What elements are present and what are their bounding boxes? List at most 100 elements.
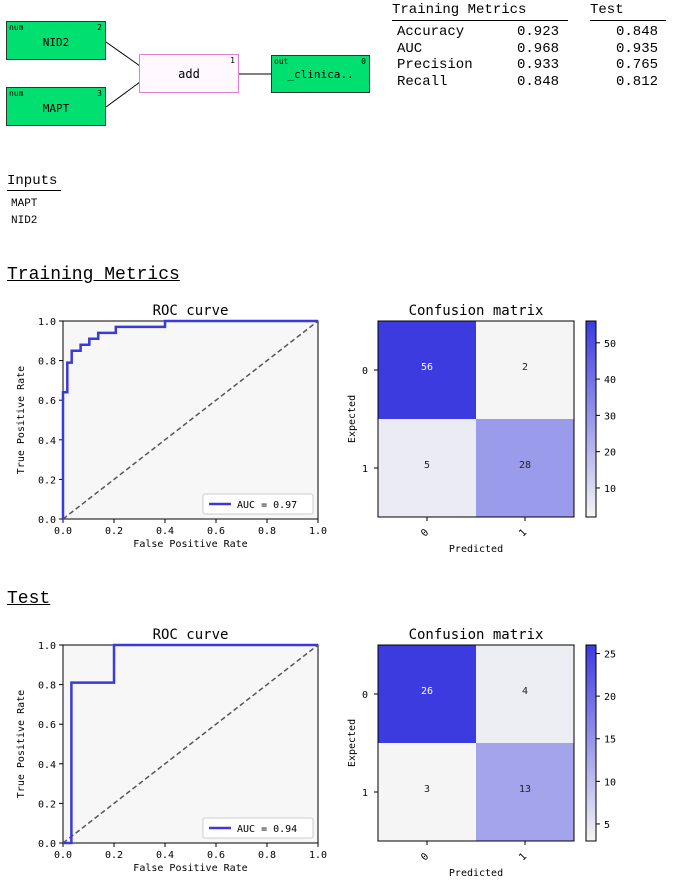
matrix-cell [378,321,476,419]
legend-box [202,817,314,839]
metric-test: 0.812 [616,74,659,90]
y-tick-label: 0.6 [38,720,56,731]
colorbar [585,644,597,842]
legend-box [202,493,314,515]
y-tick-label: 1.0 [38,641,56,652]
chart-title: Confusion matrix [409,303,544,319]
confusion-matrix-test: Confusion matrix 26 4 3 13 0 0 1 1 Predicted Expec… [347,627,616,879]
cell-value: 56 [421,362,433,373]
output-node[interactable]: out 0 _clinica.. [271,55,370,93]
header-rule [590,20,666,21]
y-tick-label: 0.8 [38,357,56,368]
y-axis-label: True Positive Rate [16,366,27,474]
cell-value: 4 [522,686,528,697]
node-type: num [9,89,24,98]
x-tick-label: 0.8 [258,850,276,861]
node-index: 2 [97,23,102,32]
chart-title: ROC curve [153,627,229,643]
colorbar-tick-label: 50 [604,339,616,350]
x-tick-label: 0.0 [54,850,72,861]
metric-train: 0.933 [517,57,560,73]
metric-train: 0.923 [517,24,560,40]
node-index: 1 [230,56,235,65]
inputs-rule [7,190,61,191]
op-node-add[interactable]: 1 add [139,54,239,93]
node-index: 0 [361,57,366,66]
colorbar-tick-label: 40 [604,375,616,386]
cell-value: 3 [424,784,430,795]
y-tick-label: 0.2 [38,475,56,486]
colorbar-tick-label: 15 [604,735,616,746]
x-tick-label: 0.2 [105,526,123,537]
colorbar-tick-label: 30 [604,411,616,422]
diagonal-line [62,644,319,844]
node-type: num [9,23,24,32]
legend-label: AUC = 0.97 [237,500,297,511]
x-tick-label: 0 [419,527,431,539]
matrix-cell [476,321,574,419]
matrix-cell [476,645,574,743]
x-tick-label: 1.0 [309,850,327,861]
cell-value: 26 [421,686,433,697]
x-tick-label: 0.2 [105,850,123,861]
x-tick-label: 0.4 [156,526,174,537]
colorbar-tick-label: 20 [604,692,616,703]
y-axis-label: Expected [347,719,358,767]
y-axis-label: True Positive Rate [16,690,27,798]
y-tick-label: 0.4 [38,760,56,771]
input-item: NID2 [11,215,38,227]
input-node-mapt[interactable]: num 3 MAPT [6,87,106,126]
x-tick-label: 0.0 [54,526,72,537]
y-tick-label: 0.8 [38,681,56,692]
diagonal-line [62,320,319,520]
node-label: NID2 [42,36,70,49]
colorbar-tick-label: 10 [604,484,616,495]
matrix-frame [377,320,575,518]
metric-name: AUC [397,41,423,57]
metrics-header-test: Test [590,2,624,18]
y-tick-label: 0.2 [38,799,56,810]
metric-name: Recall [397,74,448,90]
matrix-frame [377,644,575,842]
pipeline-connectors [105,41,271,108]
x-axis-label: Predicted [449,868,503,879]
y-tick-label: 0 [362,690,368,701]
header-rule [392,20,568,21]
y-tick-label: 0.6 [38,396,56,407]
node-label: add [178,67,200,81]
y-tick-label: 0.0 [38,515,56,526]
section-test: Test [7,589,51,609]
inputs-title: Inputs [7,173,58,189]
confusion-matrix-train: Confusion matrix 56 2 5 28 0 0 1 1 Predicted Expec… [347,303,616,555]
metric-test: 0.848 [616,24,659,40]
colorbar [585,320,597,518]
chart-title: ROC curve [153,303,229,319]
metric-test: 0.935 [616,41,659,57]
metric-train: 0.968 [517,41,560,57]
matrix-cell [378,645,476,743]
input-item: MAPT [11,198,38,210]
metrics-header-train: Training Metrics [392,2,527,18]
roc-series-line [63,643,318,845]
x-axis-label: False Positive Rate [133,863,247,874]
chart-title: Confusion matrix [409,627,544,643]
node-index: 3 [97,89,102,98]
input-node-nid2[interactable]: num 2 NID2 [6,21,106,60]
x-tick-label: 0.6 [207,526,225,537]
node-label: _clinica.. [287,68,354,81]
x-tick-label: 1 [517,527,529,539]
x-axis-label: False Positive Rate [133,539,247,550]
roc-chart-test: ROC curve 0.00.0 0.2 0.2 0.4 0.4 0.6 0.6 0.8 0.8 1… [16,627,327,874]
legend-label: AUC = 0.94 [237,824,297,835]
roc-series-line [61,319,318,519]
section-training: Training Metrics [7,265,180,285]
matrix-cell [476,743,574,841]
node-label: MAPT [42,102,70,115]
x-tick-label: 0.4 [156,850,174,861]
y-tick-label: 1.0 [38,317,56,328]
metric-name: Accuracy [397,24,465,40]
y-tick-label: 1 [362,788,368,799]
y-tick-label: 0.4 [38,436,56,447]
colorbar-tick-label: 10 [604,777,616,788]
matrix-cell [378,419,476,517]
